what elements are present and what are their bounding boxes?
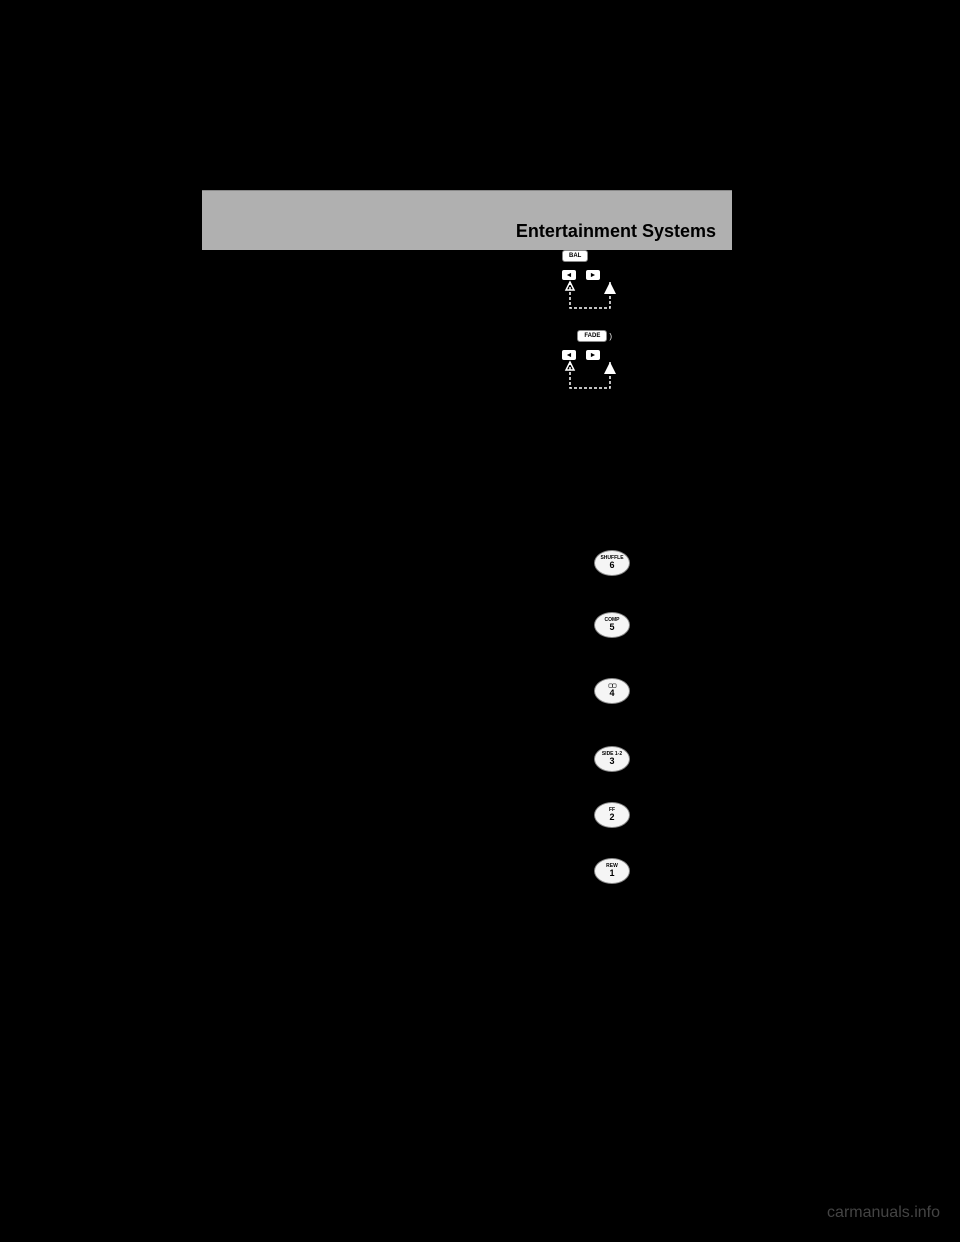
bal-button: BAL — [562, 250, 588, 262]
rew-button-wrapper: REW 1 — [592, 858, 632, 884]
page-header: Entertainment Systems — [202, 190, 732, 250]
ff-button: FF 2 — [594, 802, 630, 828]
shuffle-button: SHUFFLE 6 — [594, 550, 630, 576]
button-num: 5 — [609, 623, 614, 632]
button-num: 4 — [609, 689, 614, 698]
comp-button: COMP 5 — [594, 612, 630, 638]
watermark: carmanuals.info — [827, 1204, 940, 1222]
comp-button-wrapper: COMP 5 — [592, 612, 632, 638]
rew-button: REW 1 — [594, 858, 630, 884]
left-arrow-icon: ◄ — [562, 270, 576, 280]
shuffle-button-wrapper: SHUFFLE 6 — [592, 550, 632, 576]
left-arrow-icon: ◄ — [562, 350, 576, 360]
header-title: Entertainment Systems — [516, 221, 716, 242]
dolby-button: ▢▢ 4 — [594, 678, 630, 704]
fade-arrow-diagram — [562, 360, 622, 396]
page-content: BAL ◄ ► FADE ) ◄ ► — [202, 250, 732, 262]
manual-page: Entertainment Systems BAL ◄ ► FADE — [202, 190, 732, 1040]
right-arrow-icon: ► — [586, 350, 600, 360]
button-num: 2 — [609, 813, 614, 822]
bal-arrow-diagram — [562, 280, 622, 316]
bal-group: BAL ◄ ► — [562, 250, 622, 316]
side-button: SIDE 1-2 3 — [594, 746, 630, 772]
fade-button: FADE — [577, 330, 607, 342]
ff-button-wrapper: FF 2 — [592, 802, 632, 828]
bal-fade-diagram: BAL ◄ ► FADE ) ◄ ► — [547, 250, 637, 396]
button-num: 6 — [609, 561, 614, 570]
right-arrow-icon: ► — [586, 270, 600, 280]
button-num: 1 — [609, 869, 614, 878]
side-button-wrapper: SIDE 1-2 3 — [592, 746, 632, 772]
dolby-button-wrapper: ▢▢ 4 — [592, 678, 632, 704]
button-num: 3 — [609, 757, 614, 766]
fade-bracket: ) — [609, 332, 612, 341]
fade-group: FADE ) ◄ ► — [562, 330, 622, 396]
